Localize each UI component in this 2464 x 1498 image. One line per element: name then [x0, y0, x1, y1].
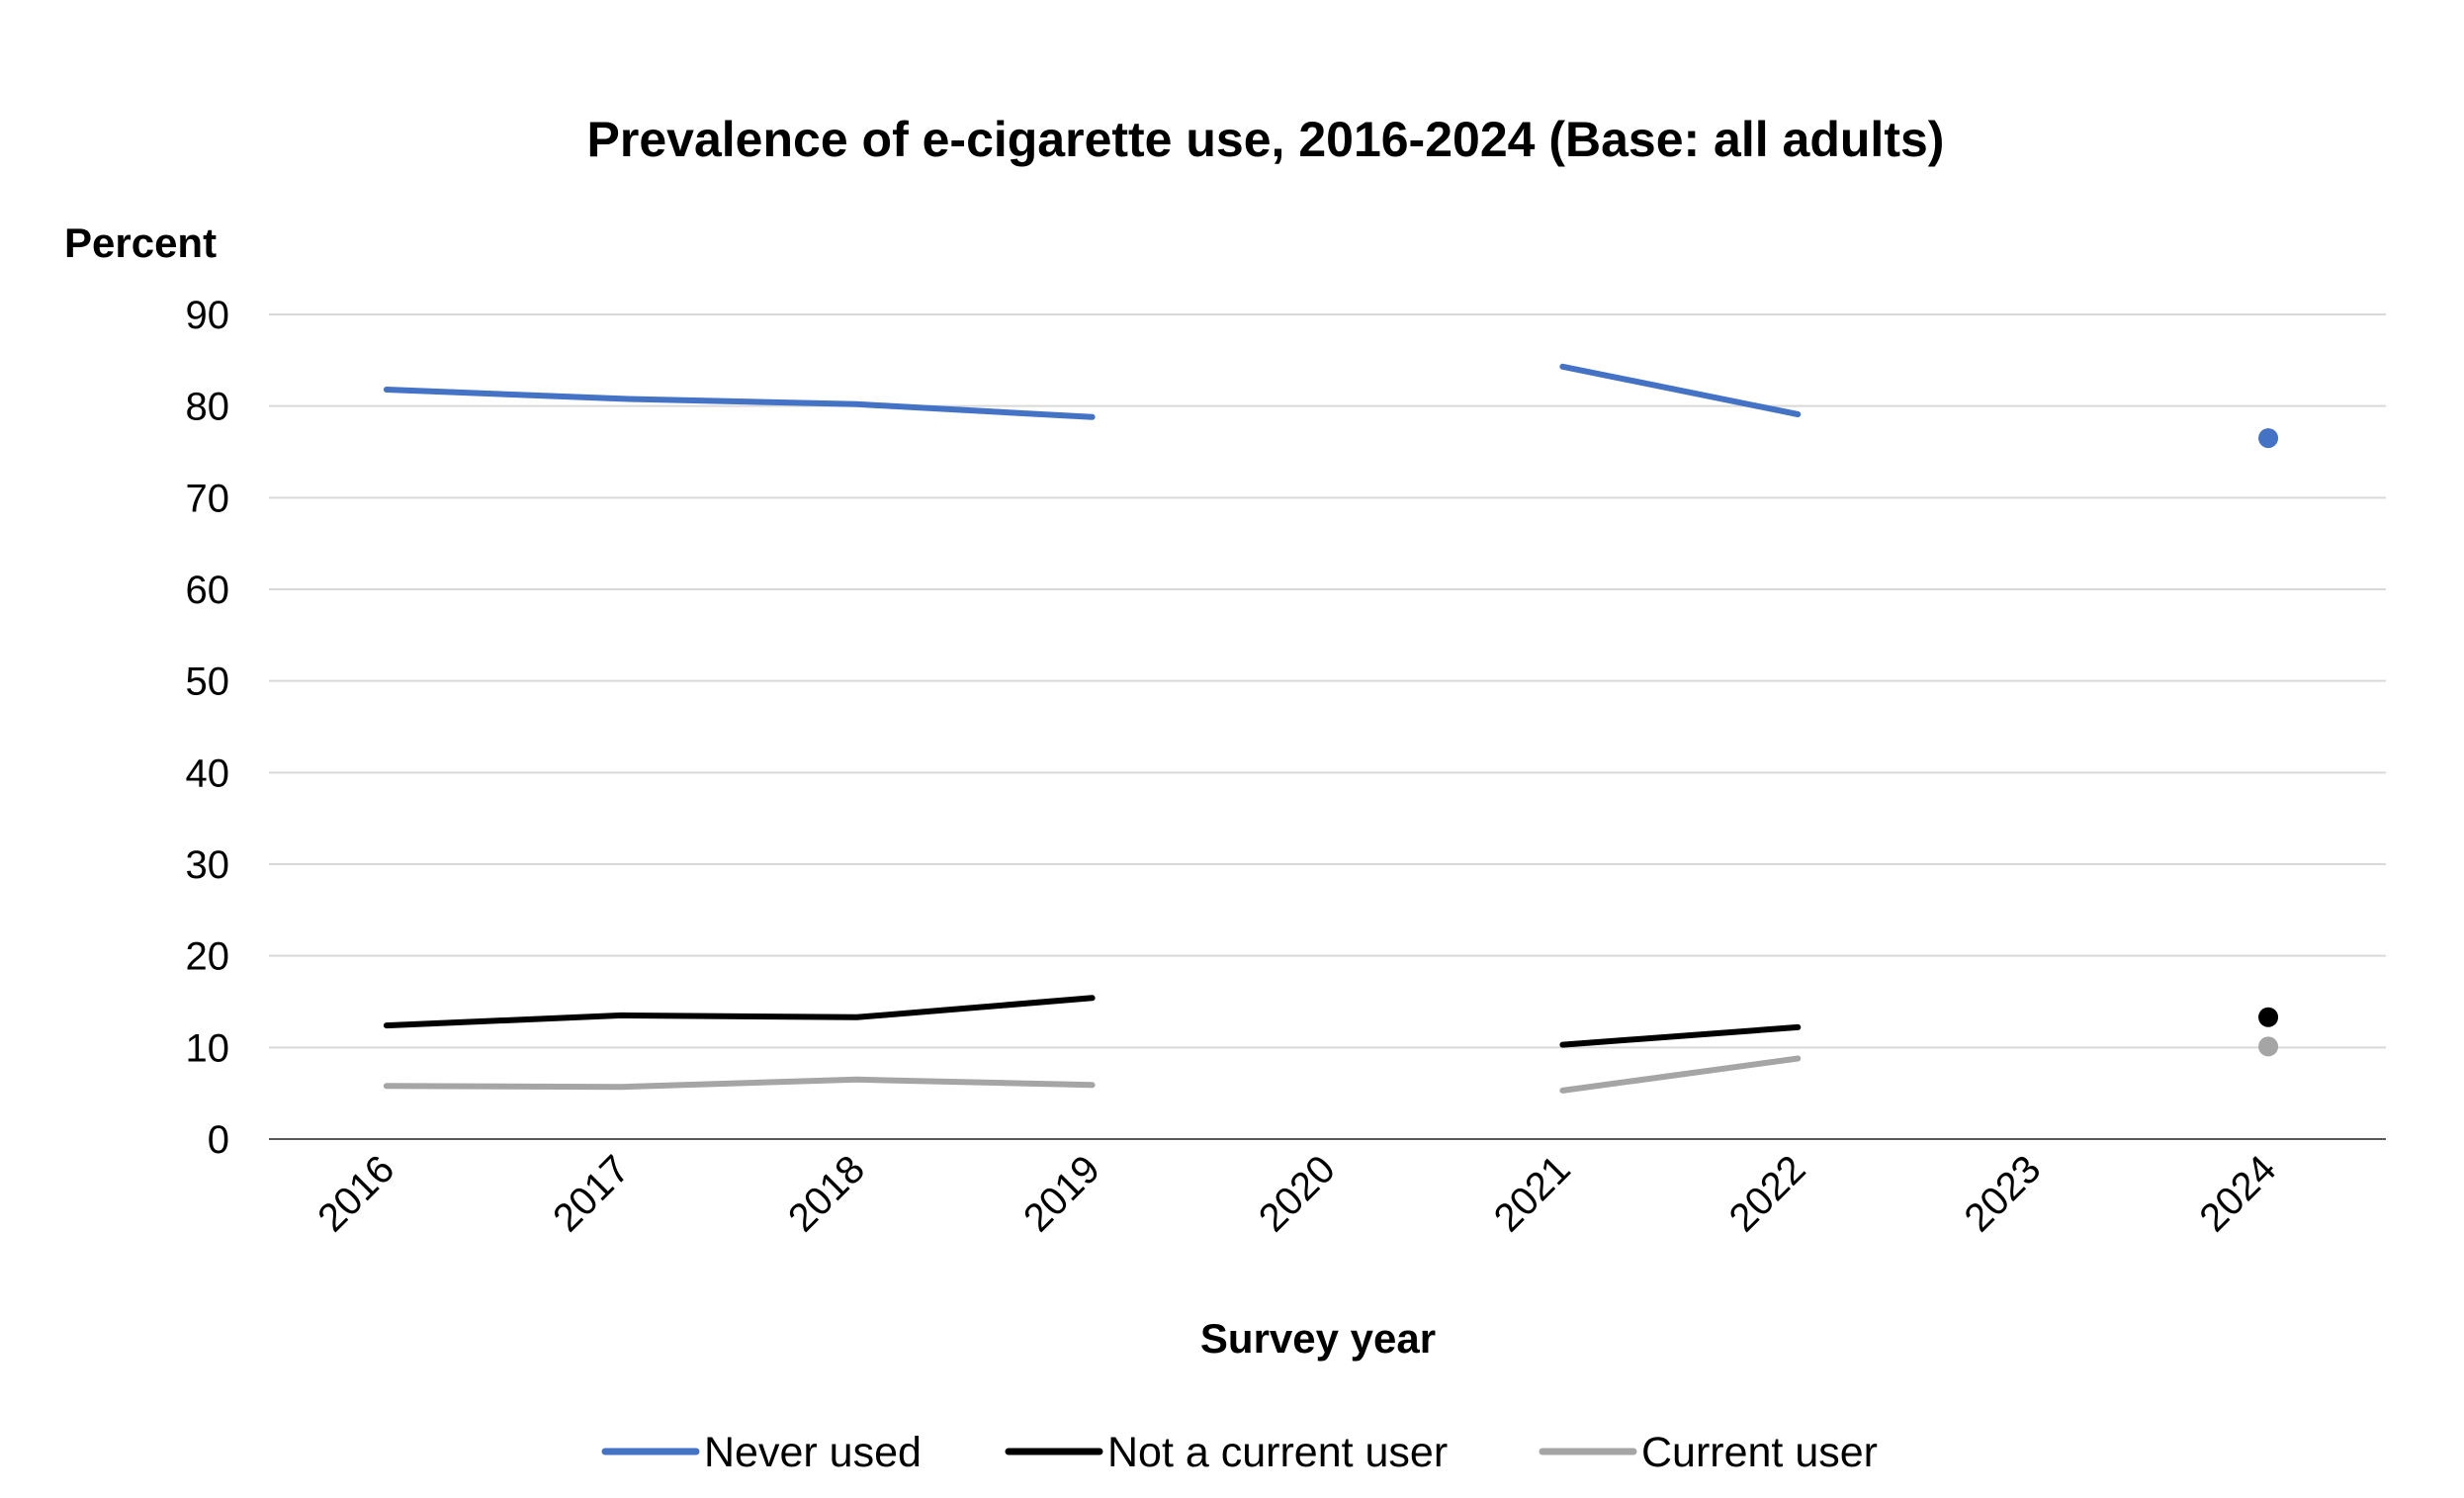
y-tick-label: 30	[186, 843, 230, 887]
series-line	[383, 387, 1096, 420]
x-tick-label: 2020	[1251, 1147, 1344, 1240]
data-point	[2258, 428, 2279, 449]
series-line	[383, 1076, 1096, 1091]
x-tick-label: 2022	[1721, 1147, 1814, 1240]
x-tick-label: 2024	[2191, 1147, 2284, 1240]
series-0	[383, 363, 2279, 449]
legend-label: Not a current user	[1107, 1429, 1448, 1476]
series-line	[1559, 363, 1802, 417]
x-tick-label: 2019	[1015, 1147, 1108, 1240]
x-tick-label: 2016	[309, 1147, 402, 1240]
y-tick-label: 0	[208, 1118, 229, 1162]
y-tick-label: 60	[186, 569, 230, 612]
chart-title: Prevalence of e-cigarette use, 2016-2024…	[587, 112, 1945, 167]
y-tick-label: 10	[186, 1026, 230, 1070]
x-axis-label: Survey year	[1200, 1315, 1436, 1362]
y-axis-label: Percent	[64, 220, 217, 266]
series-2	[383, 1036, 2279, 1094]
x-tick-label: 2018	[780, 1147, 873, 1240]
data-point	[2258, 1007, 2279, 1027]
data-point	[2258, 1036, 2279, 1057]
y-tick-label: 70	[186, 477, 230, 520]
y-tick-label: 20	[186, 935, 230, 979]
x-tick-label: 2023	[1956, 1147, 2049, 1240]
y-tick-label: 50	[186, 661, 230, 704]
y-tick-label: 90	[186, 294, 230, 337]
y-tick-label: 40	[186, 751, 230, 795]
x-tick-label: 2017	[545, 1147, 638, 1240]
x-tick-label: 2021	[1486, 1147, 1579, 1240]
series-line	[1559, 1023, 1802, 1048]
gridlines	[269, 313, 2386, 1140]
y-tick-label: 80	[186, 386, 230, 429]
legend-label: Current user	[1641, 1429, 1878, 1476]
y-tick-labels: 0 10 20 30 40 50 60 70 80 90	[186, 294, 230, 1162]
series-1	[383, 995, 2279, 1048]
x-tick-labels: 2016 2017 2018 2019 2020 2021 2022 2023 2024	[309, 1147, 2284, 1240]
series-line	[383, 995, 1096, 1029]
legend: Never used Not a current user Current user	[601, 1429, 1878, 1476]
series-line	[1559, 1055, 1802, 1094]
legend-label: Never used	[704, 1429, 922, 1476]
series-lines	[383, 363, 2279, 1094]
